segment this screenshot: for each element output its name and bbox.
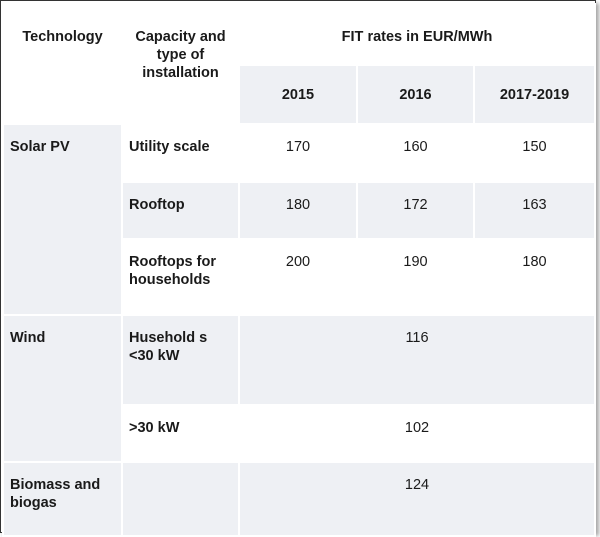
header-year-2016: 2016 [356,64,475,125]
tech-wind: Wind [2,314,123,463]
capacity-biomass [121,461,240,537]
cell-utility-2016: 160 [356,123,475,183]
cell-households-2017-2019: 180 [472,238,597,316]
cell-rooftop-2016: 172 [356,181,475,240]
header-technology: Technology [2,3,123,125]
cell-wind-small: 116 [237,314,597,406]
cell-rooftop-2015: 180 [238,181,358,240]
cell-utility-2015: 170 [238,123,358,183]
cell-households-2016: 190 [356,238,475,316]
cell-utility-2017-2019: 150 [472,123,597,183]
fit-rates-table: Technology Capacity and type of installa… [2,3,597,537]
header-year-2017-2019: 2017-2019 [472,64,597,125]
tech-biomass-biogas: Biomass and biogas [2,461,123,537]
cell-rooftop-2017-2019: 163 [472,181,597,240]
cell-biomass: 124 [237,461,597,537]
header-capacity: Capacity and type of installation [121,3,240,125]
tech-solar-pv: Solar PV [2,123,123,316]
cell-households-2015: 200 [238,238,358,316]
header-fit-rates: FIT rates in EUR/MWh [237,3,597,66]
capacity-wind-large: >30 kW [121,404,240,463]
header-year-2015: 2015 [238,64,358,125]
capacity-utility-scale: Utility scale [121,123,240,183]
cell-wind-large: 102 [237,404,597,463]
capacity-households-small: Husehold s <30 kW [121,314,240,406]
capacity-rooftop: Rooftop [121,181,240,240]
capacity-rooftops-households: Rooftops for households [121,238,240,316]
